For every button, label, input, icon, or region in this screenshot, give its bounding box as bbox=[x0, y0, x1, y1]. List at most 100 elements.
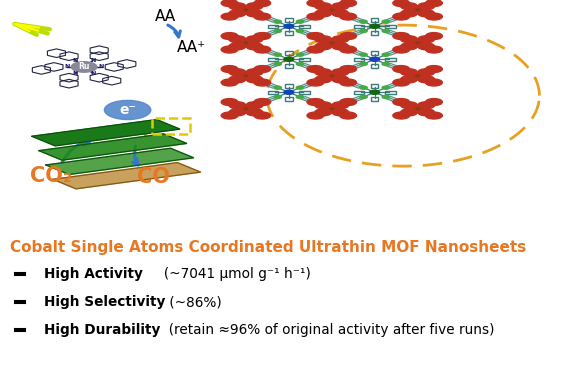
Circle shape bbox=[307, 0, 324, 7]
Text: High Selectivity: High Selectivity bbox=[44, 295, 165, 309]
Circle shape bbox=[221, 46, 238, 53]
Circle shape bbox=[393, 46, 409, 53]
Circle shape bbox=[370, 24, 379, 28]
Circle shape bbox=[332, 36, 349, 43]
Circle shape bbox=[315, 10, 332, 17]
Polygon shape bbox=[46, 148, 194, 174]
Text: CO₂: CO₂ bbox=[30, 166, 72, 186]
Circle shape bbox=[340, 66, 357, 73]
Circle shape bbox=[340, 32, 357, 39]
Text: N: N bbox=[90, 58, 96, 63]
Circle shape bbox=[418, 109, 434, 116]
Circle shape bbox=[332, 109, 349, 116]
Circle shape bbox=[254, 99, 271, 105]
Circle shape bbox=[296, 20, 304, 23]
Circle shape bbox=[360, 53, 367, 56]
Circle shape bbox=[409, 72, 426, 79]
Circle shape bbox=[332, 3, 349, 10]
Circle shape bbox=[296, 95, 304, 99]
Circle shape bbox=[274, 95, 281, 99]
Circle shape bbox=[401, 43, 418, 50]
Circle shape bbox=[418, 43, 434, 50]
Circle shape bbox=[238, 72, 254, 79]
Text: High Durability: High Durability bbox=[44, 323, 160, 337]
Circle shape bbox=[401, 69, 418, 76]
Circle shape bbox=[340, 99, 357, 105]
Circle shape bbox=[340, 13, 357, 20]
Circle shape bbox=[426, 32, 443, 39]
Circle shape bbox=[229, 36, 246, 43]
Circle shape bbox=[315, 109, 332, 116]
Circle shape bbox=[296, 29, 304, 32]
Circle shape bbox=[401, 102, 418, 109]
Circle shape bbox=[426, 79, 443, 86]
Circle shape bbox=[360, 20, 367, 23]
Circle shape bbox=[324, 39, 340, 46]
Circle shape bbox=[360, 62, 367, 65]
Circle shape bbox=[332, 69, 349, 76]
Text: (~86%): (~86%) bbox=[165, 295, 222, 309]
Text: High Activity: High Activity bbox=[44, 267, 142, 281]
Circle shape bbox=[401, 76, 418, 83]
Text: AA⁺: AA⁺ bbox=[177, 40, 206, 55]
Circle shape bbox=[246, 36, 263, 43]
Text: N: N bbox=[72, 58, 78, 63]
Text: Ru: Ru bbox=[78, 62, 90, 72]
Circle shape bbox=[426, 13, 443, 20]
Circle shape bbox=[307, 66, 324, 73]
Circle shape bbox=[426, 46, 443, 53]
Circle shape bbox=[332, 10, 349, 17]
Circle shape bbox=[426, 0, 443, 7]
Circle shape bbox=[401, 109, 418, 116]
Circle shape bbox=[393, 99, 409, 105]
Circle shape bbox=[382, 20, 390, 23]
Circle shape bbox=[254, 79, 271, 86]
Circle shape bbox=[307, 112, 324, 119]
Polygon shape bbox=[53, 162, 201, 189]
Circle shape bbox=[418, 3, 434, 10]
Circle shape bbox=[307, 99, 324, 105]
Circle shape bbox=[409, 39, 426, 46]
Circle shape bbox=[254, 66, 271, 73]
Circle shape bbox=[221, 0, 238, 7]
Circle shape bbox=[274, 53, 281, 56]
Circle shape bbox=[254, 0, 271, 7]
Circle shape bbox=[284, 24, 293, 28]
Circle shape bbox=[307, 46, 324, 53]
Circle shape bbox=[229, 102, 246, 109]
Circle shape bbox=[418, 76, 434, 83]
Circle shape bbox=[382, 53, 390, 56]
Circle shape bbox=[426, 99, 443, 105]
Circle shape bbox=[401, 36, 418, 43]
Circle shape bbox=[221, 79, 238, 86]
Circle shape bbox=[360, 86, 367, 89]
Polygon shape bbox=[39, 134, 187, 160]
FancyBboxPatch shape bbox=[14, 301, 25, 303]
Circle shape bbox=[274, 86, 281, 89]
Circle shape bbox=[393, 79, 409, 86]
Circle shape bbox=[393, 0, 409, 7]
Circle shape bbox=[246, 102, 263, 109]
FancyBboxPatch shape bbox=[14, 328, 25, 331]
Circle shape bbox=[229, 69, 246, 76]
FancyBboxPatch shape bbox=[14, 273, 25, 276]
Circle shape bbox=[307, 79, 324, 86]
Polygon shape bbox=[32, 120, 180, 146]
Circle shape bbox=[246, 109, 263, 116]
Circle shape bbox=[221, 66, 238, 73]
Circle shape bbox=[409, 105, 426, 112]
Circle shape bbox=[382, 62, 390, 65]
Circle shape bbox=[307, 32, 324, 39]
Circle shape bbox=[284, 57, 293, 61]
Circle shape bbox=[229, 76, 246, 83]
Circle shape bbox=[332, 102, 349, 109]
Circle shape bbox=[340, 79, 357, 86]
Circle shape bbox=[296, 86, 304, 89]
Text: (retain ≈96% of original activity after five runs): (retain ≈96% of original activity after … bbox=[160, 323, 494, 337]
Circle shape bbox=[284, 90, 293, 94]
Circle shape bbox=[370, 90, 379, 94]
Text: Cobalt Single Atoms Coordinated Ultrathin MOF Nanosheets: Cobalt Single Atoms Coordinated Ultrathi… bbox=[10, 241, 527, 256]
Circle shape bbox=[254, 112, 271, 119]
Circle shape bbox=[315, 69, 332, 76]
Circle shape bbox=[360, 29, 367, 32]
